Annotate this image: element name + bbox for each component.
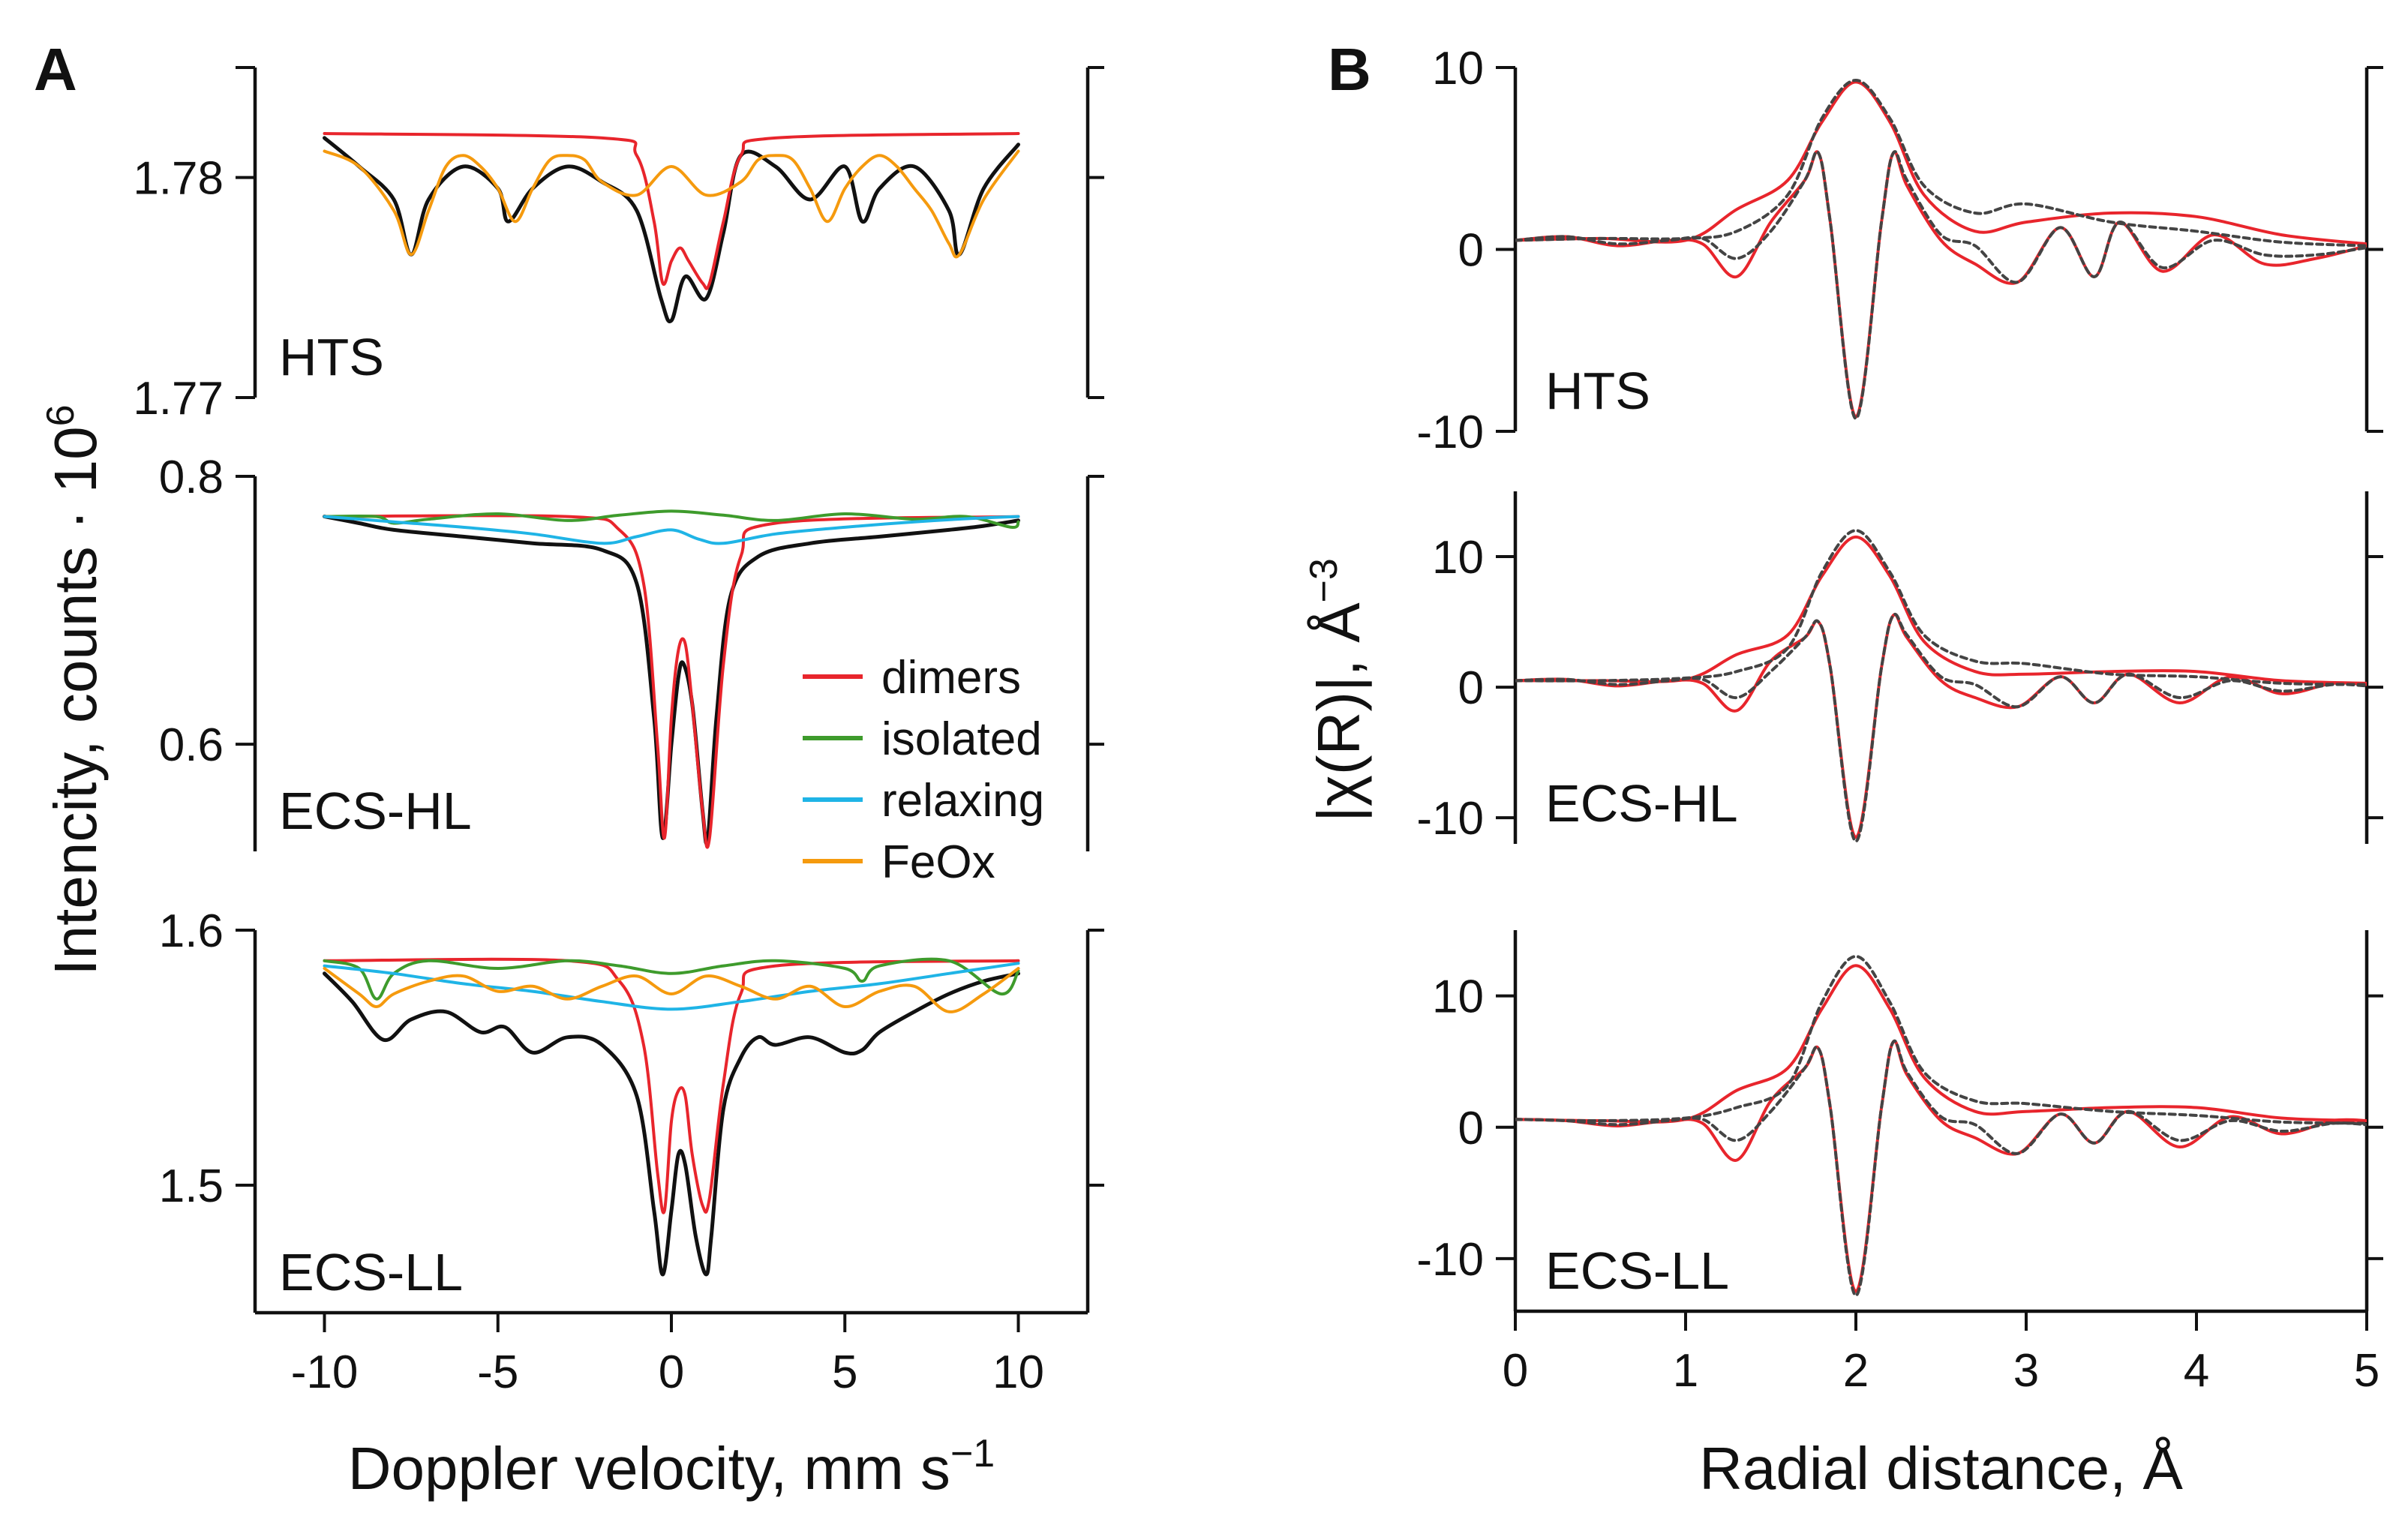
subplot-label: ECS-LL (279, 1243, 463, 1301)
x-tick-label: 0 (659, 1346, 684, 1398)
subplot-ecs-ll: -10 0 10 ECS-LL (1416, 930, 2383, 1313)
x-tick-label: 10 (992, 1346, 1044, 1398)
series-group (323, 509, 1020, 849)
x-tick-label: 0 (1503, 1345, 1528, 1397)
series-relaxing (323, 962, 1020, 1011)
y-tick-label: -10 (1416, 793, 1484, 845)
x-axis-label: Doppler velocity, mm s−1 (348, 1432, 995, 1502)
panel-b: -10 0 10 HTS -10 0 10 ECS-HL -10 0 10 ECS-LL 0 1 2 3 4 5 R… (1302, 36, 2383, 1502)
x-axis-label-sup: −1 (950, 1432, 995, 1475)
series-data (1515, 612, 2367, 843)
panel-label: B (1328, 36, 1371, 103)
y-tick-label: 1.77 (133, 373, 224, 425)
y-tick-label: 0 (1458, 1103, 1484, 1154)
subplot-hts: 1.77 1.78 HTS (133, 66, 1104, 425)
x-tick-label: 5 (832, 1346, 857, 1398)
y-axis-label-sup: −3 (1302, 558, 1346, 602)
y-tick-label: -10 (1416, 1234, 1484, 1286)
subplot-label: HTS (279, 328, 384, 386)
y-tick-label: 0 (1458, 662, 1484, 714)
series-group (323, 132, 1020, 323)
legend-label: FeOx (881, 836, 995, 888)
series-envelope-data (1515, 529, 2367, 686)
series-group (1515, 955, 2367, 1297)
series-group (1515, 79, 2367, 420)
y-tick-label: 10 (1432, 532, 1484, 584)
y-tick-label: 0.8 (159, 452, 224, 503)
series-relaxing (323, 515, 1020, 545)
y-tick-label: 10 (1432, 971, 1484, 1023)
y-axis-label: Intencity, counts · 106 (39, 404, 109, 975)
x-tick-label: 4 (2184, 1345, 2209, 1397)
x-tick-label: 5 (2354, 1345, 2379, 1397)
y-tick-label: 1.78 (133, 153, 224, 205)
series-data (323, 971, 1020, 1277)
x-axis-label-text: Doppler velocity, mm s (348, 1435, 950, 1502)
series-envelope-fit (1515, 80, 2367, 246)
legend-label: relaxing (881, 775, 1044, 827)
series-dimers (323, 957, 1020, 1214)
subplot-label: ECS-HL (279, 782, 472, 840)
series-data (1515, 150, 2367, 420)
series-dimers (323, 132, 1020, 290)
series-FeOx (323, 967, 1020, 1013)
panel-label: A (34, 36, 77, 103)
legend: dimers isolated relaxing FeOx (803, 652, 1044, 888)
y-tick-label: 10 (1432, 43, 1484, 95)
series-fit (1515, 613, 2367, 839)
series-group (1515, 529, 2367, 843)
series-group (323, 957, 1020, 1277)
y-tick-label: -10 (1416, 407, 1484, 458)
x-tick-label: -10 (291, 1346, 359, 1398)
subplot-ecs-hl: 0.6 0.8 ECS-HL (159, 452, 1104, 851)
series-envelope-data (1515, 955, 2367, 1125)
y-tick-label: 1.6 (159, 905, 224, 957)
series-envelope-data (1515, 79, 2367, 248)
series-data (1515, 1039, 2367, 1297)
y-tick-label: 0.6 (159, 719, 224, 771)
subplot-label: HTS (1545, 362, 1650, 420)
series-FeOx (323, 149, 1020, 259)
y-axis-label-text: |χ(R)|, Å (1305, 602, 1372, 822)
x-axis-label: Radial distance, Å (1699, 1435, 2183, 1502)
legend-label: dimers (881, 652, 1021, 704)
x-tick-label: -5 (477, 1346, 518, 1398)
subplot-label: ECS-HL (1545, 774, 1738, 833)
panel-a: 1.77 1.78 HTS 0.6 0.8 ECS-HL 1.5 1.6 ECS-LL -10 -5… (34, 36, 1104, 1502)
y-axis-label-text: Intencity, counts · 10 (42, 426, 109, 975)
series-data (323, 515, 1020, 845)
x-tick-label: 1 (1673, 1345, 1698, 1397)
y-tick-label: 0 (1458, 225, 1484, 277)
subplot-hts: -10 0 10 HTS (1416, 43, 2383, 458)
series-envelope-fit (1515, 964, 2367, 1124)
subplot-ecs-hl: -10 0 10 ECS-HL (1416, 491, 2383, 845)
y-axis-label: |χ(R)|, Å−3 (1302, 558, 1372, 822)
subplot-ecs-ll: 1.5 1.6 ECS-LL (159, 905, 1104, 1315)
series-data (323, 136, 1020, 323)
series-envelope-fit (1515, 535, 2367, 685)
subplot-label: ECS-LL (1545, 1241, 1729, 1300)
x-tick-label: 3 (2013, 1345, 2039, 1397)
y-tick-label: 1.5 (159, 1160, 224, 1212)
x-tick-label: 2 (1843, 1345, 1869, 1397)
y-axis-label-sup: 6 (39, 404, 83, 426)
legend-label: isolated (881, 713, 1042, 765)
